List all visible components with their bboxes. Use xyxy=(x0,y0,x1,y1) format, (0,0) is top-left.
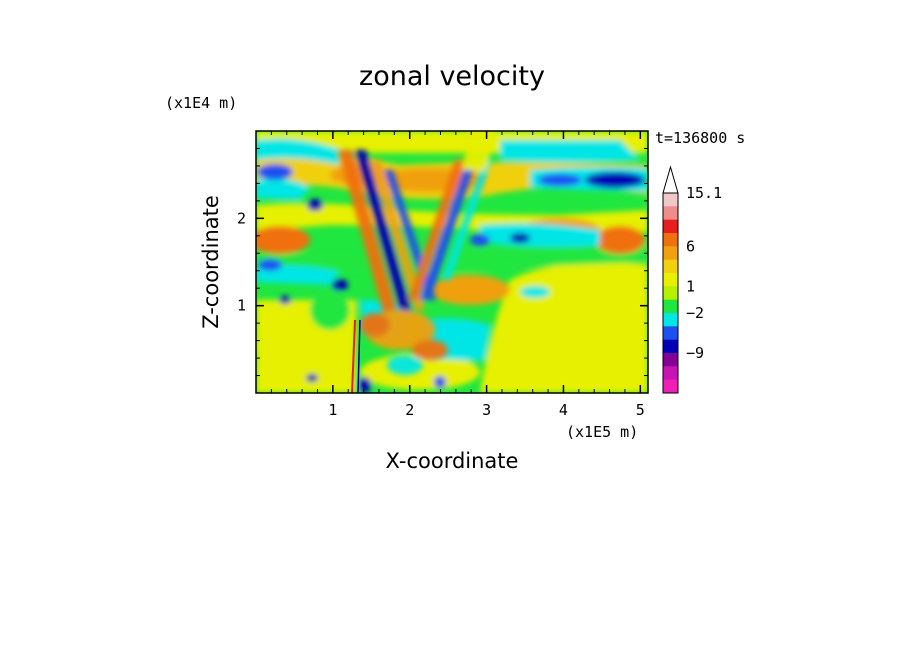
colorbar-segment xyxy=(663,246,678,260)
colorbar-segment xyxy=(663,233,678,247)
chart-title: zonal velocity xyxy=(359,61,545,92)
colorbar-label: −2 xyxy=(686,304,704,322)
colorbar: 15.1 6 1 −2 −9 xyxy=(662,165,722,394)
axis-ticks: 1 2 3 4 5 1 2 xyxy=(237,131,648,419)
colorbar-segment xyxy=(663,206,678,220)
x-axis-unit: (x1E5 m) xyxy=(566,423,638,441)
colorbar-segment xyxy=(663,273,678,287)
colorbar-segment xyxy=(663,379,678,394)
colorbar-label: −9 xyxy=(686,344,704,362)
y-axis-label: Z-coordinate xyxy=(199,195,223,329)
y-tick-label: 2 xyxy=(237,209,246,227)
y-tick-label: 1 xyxy=(237,297,246,315)
x-tick-label: 3 xyxy=(482,401,491,419)
colorbar-segment xyxy=(663,339,678,354)
colorbar-segment xyxy=(663,366,678,380)
colorbar-label: 6 xyxy=(686,237,695,255)
x-tick-label: 1 xyxy=(328,401,337,419)
colorbar-label: 15.1 xyxy=(686,184,722,202)
colorbar-segment xyxy=(663,286,678,300)
colorbar-label: 1 xyxy=(686,277,695,295)
x-tick-label: 4 xyxy=(559,401,568,419)
x-axis-label: X-coordinate xyxy=(386,449,519,473)
colorbar-segment xyxy=(663,353,678,367)
colorbar-segment xyxy=(663,193,678,207)
x-tick-label: 5 xyxy=(636,401,645,419)
colorbar-segment xyxy=(663,219,678,234)
y-axis-unit: (x1E4 m) xyxy=(165,94,237,112)
x-tick-label: 2 xyxy=(405,401,414,419)
heatmap-field xyxy=(256,131,648,393)
colorbar-segment xyxy=(663,326,678,340)
colorbar-segment xyxy=(663,259,678,274)
plot-frame xyxy=(255,130,649,394)
colorbar-frame xyxy=(662,192,679,394)
colorbar-extend-arrow xyxy=(662,165,679,194)
colorbar-segment xyxy=(663,299,678,314)
colorbar-segment xyxy=(663,313,678,327)
time-label: t=136800 s xyxy=(655,129,745,147)
